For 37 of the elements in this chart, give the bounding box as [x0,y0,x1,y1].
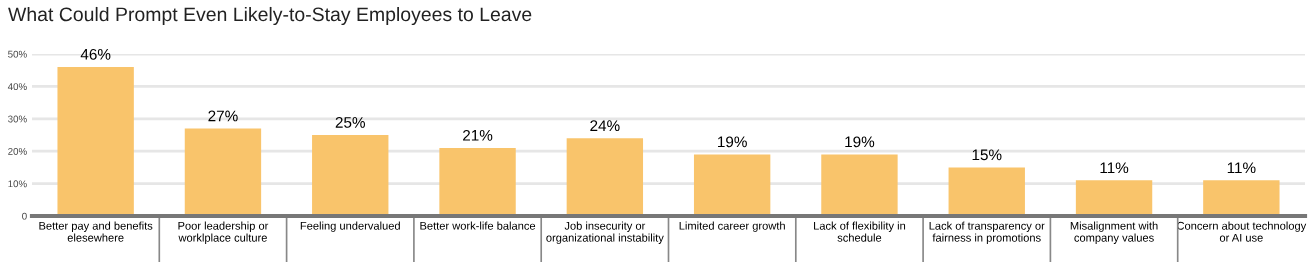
y-tick-label: 50% [8,50,27,58]
data-label: 19% [718,136,747,148]
chart-title: What Could Prompt Even Likely-to-Stay Employees to Leave [8,6,532,26]
x-tick-label: Concern about technology or AI use [1177,221,1307,242]
bar [1075,180,1153,216]
data-label: 25% [335,117,365,128]
bar [184,128,262,216]
x-tick-label: Misalignment with company values [1070,221,1158,244]
bar [821,154,898,216]
y-tick-label: 40% [7,83,27,91]
data-label: 15% [972,149,1002,161]
data-label: 11% [1100,162,1129,174]
y-tick-label: 20% [8,147,27,155]
data-label: 46% [80,48,111,60]
bar [312,135,389,216]
x-tick-label: Better pay and benefits elesewhere [39,221,153,242]
data-label: 27% [208,110,238,122]
data-label: 21% [463,129,493,141]
data-label: 11% [1227,162,1256,174]
data-label: 24% [590,120,620,131]
bar [1203,180,1280,216]
x-tick-label: Better work-life balance [420,221,536,230]
y-tick-label: 10% [8,180,27,188]
y-tick-label: 0 [22,212,27,220]
bar [57,66,134,216]
bar [566,138,644,216]
x-tick-label: Feeling undervalued [300,221,400,232]
bar [948,167,1025,216]
x-tick-label: Job insecurity or organizational instability [546,221,664,244]
x-tick-label: Lack of flexibility in schedule [814,221,906,242]
x-tick-label: Limited career growth [679,221,785,232]
x-tick-label: Lack of transparency or fairness in promotions [929,221,1045,244]
y-tick-label: 30% [8,115,27,123]
bar [693,154,771,216]
data-label: 19% [845,136,875,148]
bar [439,147,516,216]
x-tick-label: Poor leadership or worklplace culture [178,221,269,244]
